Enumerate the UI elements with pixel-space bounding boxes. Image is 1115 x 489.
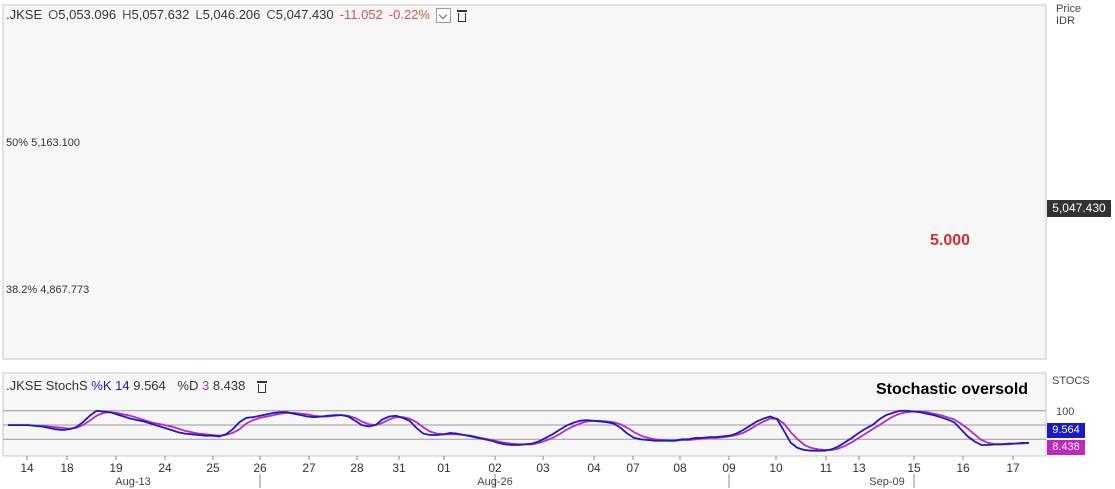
stoch-d-value: 8.438 — [212, 378, 246, 393]
x-tick-label: 31 — [392, 461, 406, 475]
x-tick-label: 19 — [109, 461, 123, 475]
stoch-axis: 100 — [1056, 406, 1074, 418]
d-badge: 8.438 — [1047, 440, 1085, 455]
low-label: L — [195, 7, 203, 22]
x-tick-label: 25 — [206, 461, 220, 475]
x-tick-label: 27 — [302, 461, 316, 475]
price-grid — [2, 4, 1047, 457]
month-label: Aug-26 — [477, 476, 512, 488]
x-axis: 14 18 19 24 25 26 27 28 31 01 02 03 04 07 08 09 10 11 13 15… — [20, 456, 1020, 488]
dropdown-icon[interactable] — [435, 8, 451, 24]
x-tick-label: 11 — [820, 461, 833, 475]
fib-50-label: 50% 5,163.100 — [6, 137, 81, 149]
close-label: C — [266, 7, 276, 22]
stochastic-oversold-annotation: Stochastic oversold — [876, 381, 1029, 398]
x-tick-label: 03 — [536, 461, 550, 475]
high-value: 5,057.632 — [131, 7, 190, 22]
stoch-axis-title: STOCS — [1052, 375, 1090, 387]
stoch-d-period: 3 — [201, 378, 210, 393]
x-tick-label: 04 — [587, 461, 601, 475]
month-label: Aug-13 — [115, 476, 150, 488]
price-axis-title-line2: IDR — [1056, 15, 1075, 27]
x-tick-label: 14 — [20, 461, 34, 475]
change-value: -11.052 — [339, 7, 383, 22]
stoch-k-line — [8, 409, 1029, 452]
x-tick-label: 17 — [1006, 461, 1020, 475]
stoch-panel-bg — [2, 372, 1047, 457]
k-badge: 9.564 — [1047, 423, 1085, 438]
last-price-badge: 5,047.430 — [1047, 200, 1111, 217]
price-panel-bg — [2, 4, 1047, 360]
change-pct: -0.22% — [388, 7, 430, 22]
x-tick-label: 18 — [60, 461, 74, 475]
fib-382-label: 38.2% 4,867.773 — [6, 284, 90, 296]
x-tick-label: 16 — [956, 461, 970, 475]
low-value: 5,046.206 — [202, 7, 261, 22]
month-label: Sep-09 — [869, 476, 904, 488]
x-tick-label: 28 — [350, 461, 364, 475]
stoch-tick-label: 100 — [1056, 406, 1074, 418]
x-tick-label: 24 — [158, 461, 172, 475]
support-label: 5.000 — [930, 232, 971, 249]
close-value: 5,047.430 — [275, 7, 334, 22]
price-header: .JKSE O5,053.096 H5,057.632 L5,046.206 C5,04… — [6, 7, 473, 24]
x-tick-label: 08 — [673, 461, 687, 475]
x-tick-label: 02 — [488, 461, 502, 475]
symbol-label: .JKSE — [6, 7, 43, 22]
x-tick-label: 09 — [722, 461, 736, 475]
stoch-name: .JKSE StochS — [6, 378, 88, 393]
stoch-trash-icon[interactable] — [257, 380, 268, 393]
high-label: H — [122, 7, 132, 22]
trash-icon[interactable] — [456, 9, 467, 22]
stochastic-lines — [8, 409, 1030, 452]
open-value: 5,053.096 — [58, 7, 117, 22]
x-tick-label: 13 — [852, 461, 866, 475]
x-tick-label: 07 — [626, 461, 640, 475]
x-tick-label: 10 — [769, 461, 783, 475]
x-tick-label: 26 — [253, 461, 267, 475]
price-axis-title-line1: Price — [1056, 3, 1082, 15]
price-axis-title: Price IDR — [1056, 3, 1081, 27]
x-tick-label: 15 — [907, 461, 921, 475]
stoch-k-period: 14 — [115, 378, 130, 393]
stoch-d-label: %D — [177, 378, 199, 393]
stoch-k-label: %K — [91, 378, 112, 393]
stoch-k-value: 9.564 — [133, 378, 166, 393]
stoch-header: .JKSE StochS %K 14 9.564 %D 3 8.438 — [6, 378, 268, 393]
x-tick-label: 01 — [437, 461, 451, 475]
open-label: O — [48, 7, 59, 22]
